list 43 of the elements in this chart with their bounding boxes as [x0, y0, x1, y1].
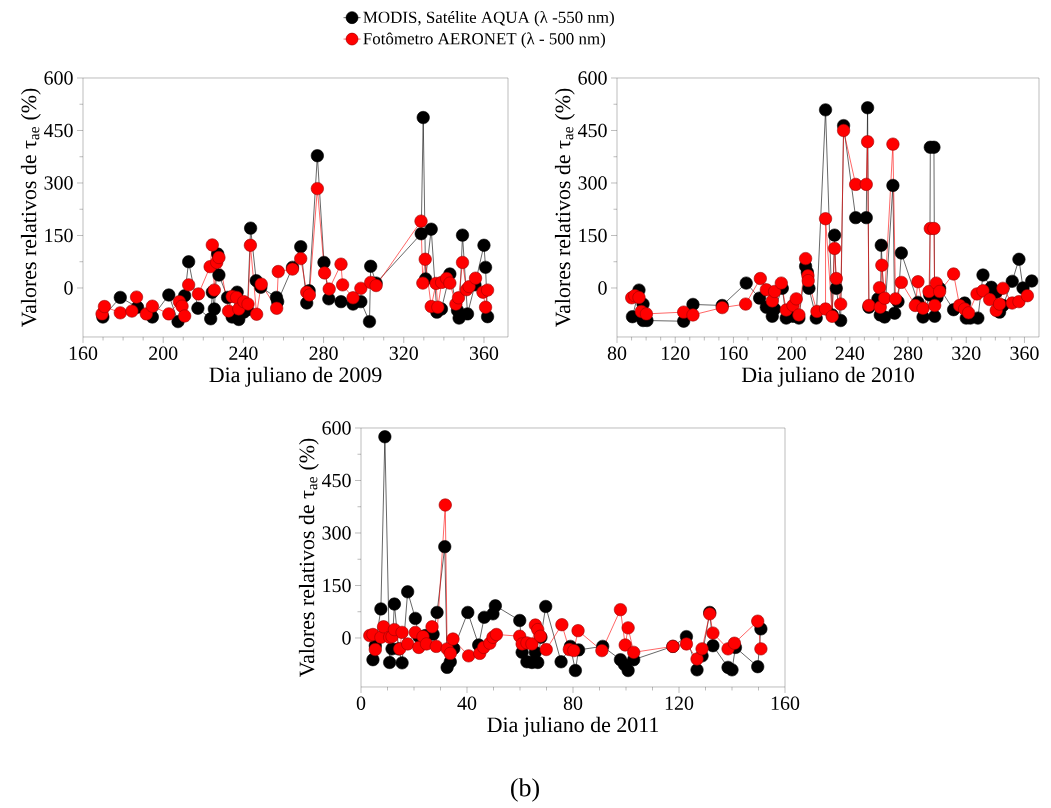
x-tick-label: 280: [893, 346, 923, 360]
y-tick-label: 150: [579, 228, 607, 243]
y-tick-label: 450: [577, 123, 607, 138]
y-tick-label: 0: [64, 281, 73, 295]
x-tick-label: 160: [720, 346, 748, 360]
x-tick-label: 200: [777, 346, 806, 360]
text: (b): [511, 778, 539, 802]
x-axis-title: Dia juliano de 2011: [487, 716, 659, 737]
y-tick-label: 300: [578, 176, 607, 190]
y-tick-label: 600: [322, 421, 351, 435]
y-axis-title: Valores relativos de τ$_{ae}$ (%): [298, 438, 319, 678]
y-tick-label: 0: [342, 631, 351, 645]
x-tick-label: 200: [149, 346, 178, 360]
y-tick-label: 0: [598, 281, 607, 295]
y-tick-label: 450: [321, 473, 351, 488]
y-tick-label: 150: [45, 228, 73, 243]
y-axis-title: Valores relativos de τ$_{ae}$ (%): [554, 88, 575, 328]
x-tick-label: 80: [563, 696, 583, 710]
x-tick-label: 320: [952, 346, 981, 360]
x-tick-label: 120: [662, 346, 690, 360]
x-tick-label: 360: [1010, 346, 1039, 360]
y-tick-label: 300: [44, 176, 73, 190]
y-tick-label: 600: [578, 71, 607, 85]
x-tick-label: 160: [69, 346, 98, 360]
legend-label: MODIS, Satélite AQUA (λ -550 nm): [363, 10, 614, 27]
x-tick-label: 280: [309, 346, 338, 360]
legend-label: Fotômetro AERONET (λ - 500 nm): [363, 32, 606, 48]
y-tick-label: 150: [323, 578, 351, 593]
x-axis-title: Dia juliano de 2010: [741, 366, 914, 387]
y-tick-label: 450: [43, 123, 73, 138]
x-tick-label: 120: [665, 696, 694, 710]
y-tick-label: 300: [322, 526, 351, 540]
y-axis-title: Valores relativos de τ$_{ae}$ (%): [20, 88, 41, 328]
x-tick-label: 320: [389, 346, 418, 360]
y-tick-label: 600: [44, 71, 73, 85]
x-tick-label: 240: [835, 346, 865, 360]
x-axis-title: Dia juliano de 2009: [209, 366, 382, 387]
x-tick-label: 40: [457, 696, 477, 710]
x-tick-label: 240: [229, 346, 258, 360]
x-tick-label: 80: [607, 346, 627, 360]
x-tick-label: 360: [469, 346, 499, 360]
x-tick-label: 160: [771, 696, 800, 710]
x-tick-label: 0: [356, 696, 366, 710]
